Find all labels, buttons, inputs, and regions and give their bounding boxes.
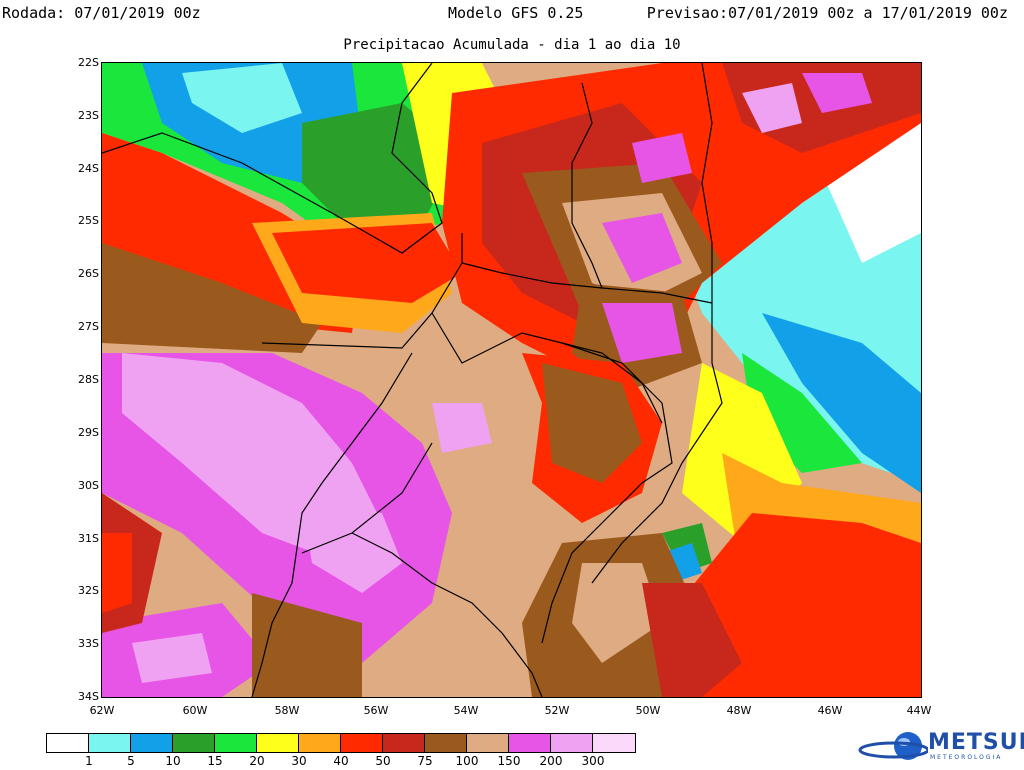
lon-tick: 46W — [817, 704, 843, 717]
precipitation-map — [101, 62, 922, 698]
legend-label: 50 — [375, 754, 391, 768]
lon-tick: 50W — [635, 704, 661, 717]
legend-label: 150 — [497, 754, 521, 768]
lat-tick: 33S — [78, 637, 99, 650]
lon-tick: 52W — [544, 704, 570, 717]
legend-swatch — [257, 734, 299, 752]
legend-label: 20 — [249, 754, 265, 768]
lat-tick: 30S — [78, 479, 99, 492]
legend-swatch — [47, 734, 89, 752]
lat-tick: 34S — [78, 690, 99, 703]
lat-tick: 23S — [78, 109, 99, 122]
lon-tick: 44W — [906, 704, 932, 717]
lon-tick: 54W — [453, 704, 479, 717]
lat-tick: 26S — [78, 267, 99, 280]
legend-label: 75 — [417, 754, 433, 768]
metsul-logo: METSUL METEOROLOGIA — [858, 726, 1024, 766]
run-time-label: Rodada: 07/01/2019 00z — [2, 4, 201, 22]
lat-tick: 25S — [78, 214, 99, 227]
lat-tick: 24S — [78, 162, 99, 175]
legend-swatch — [299, 734, 341, 752]
legend-swatch — [509, 734, 551, 752]
lon-tick: 62W — [89, 704, 115, 717]
legend-swatch — [593, 734, 635, 752]
legend-swatch — [425, 734, 467, 752]
legend-label: 10 — [165, 754, 181, 768]
legend-label: 40 — [333, 754, 349, 768]
lon-tick: 58W — [274, 704, 300, 717]
legend-label: 1 — [85, 754, 93, 768]
lat-tick: 28S — [78, 373, 99, 386]
legend-swatch — [89, 734, 131, 752]
lat-tick: 31S — [78, 532, 99, 545]
forecast-period-label: Previsao:07/01/2019 00z a 17/01/2019 00z — [646, 4, 1008, 22]
legend-swatch — [383, 734, 425, 752]
model-title: Modelo GFS 0.25 — [448, 4, 584, 22]
lat-tick: 29S — [78, 426, 99, 439]
legend-swatch — [173, 734, 215, 752]
legend-swatch — [341, 734, 383, 752]
legend-label: 300 — [581, 754, 605, 768]
map-subtitle: Precipitacao Acumulada - dia 1 ao dia 10 — [343, 37, 681, 53]
logo-subtitle: METEOROLOGIA — [930, 754, 1003, 761]
lat-tick: 27S — [78, 320, 99, 333]
legend-label: 100 — [455, 754, 479, 768]
legend-swatch — [551, 734, 593, 752]
color-scale-legend — [46, 733, 636, 753]
legend-swatch — [467, 734, 509, 752]
globe-icon — [858, 732, 930, 760]
legend-swatch — [215, 734, 257, 752]
lon-tick: 48W — [726, 704, 752, 717]
legend-label: 15 — [207, 754, 223, 768]
legend-label: 5 — [127, 754, 135, 768]
lat-tick: 32S — [78, 584, 99, 597]
legend-label: 200 — [539, 754, 563, 768]
lat-tick: 22S — [78, 56, 99, 69]
logo-name: METSUL — [928, 730, 1024, 755]
lon-tick: 60W — [182, 704, 208, 717]
legend-label: 30 — [291, 754, 307, 768]
legend-swatch — [131, 734, 173, 752]
lon-tick: 56W — [363, 704, 389, 717]
